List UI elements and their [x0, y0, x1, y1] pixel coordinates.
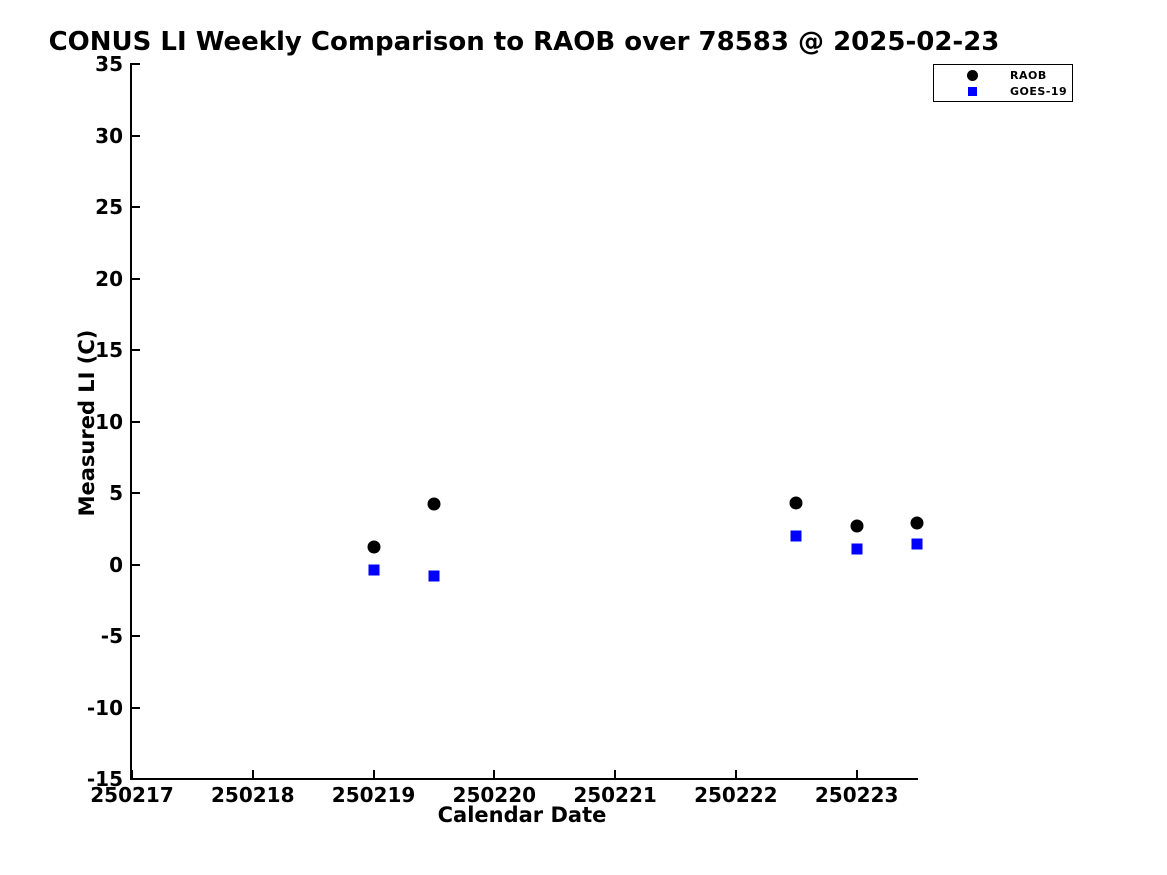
- y-tick-mark: [132, 635, 140, 637]
- y-tick-mark: [132, 349, 140, 351]
- legend-label-raob: RAOB: [1010, 68, 1047, 82]
- x-tick-mark: [251, 770, 254, 778]
- x-tick-mark: [493, 770, 496, 778]
- x-tick-label: 250221: [573, 783, 657, 807]
- x-tick-mark: [734, 770, 737, 778]
- legend-item-goes19: GOES-19: [934, 83, 1072, 99]
- y-tick-mark: [132, 492, 140, 494]
- y-tick-label: 20: [95, 266, 123, 291]
- goes19-data-point: [790, 530, 802, 542]
- y-tick-label: -5: [100, 624, 123, 648]
- legend: RAOB GOES-19: [933, 64, 1073, 102]
- x-tick-mark: [855, 770, 858, 778]
- y-tick-label: 0: [109, 552, 123, 577]
- y-tick-mark: [132, 563, 140, 566]
- goes19-data-point: [911, 538, 923, 550]
- x-tick-label: 250219: [331, 783, 416, 807]
- goes19-data-point: [851, 543, 863, 555]
- raob-data-point: [910, 516, 924, 530]
- legend-label-goes19: GOES-19: [1010, 84, 1068, 98]
- y-tick-mark: [132, 706, 140, 709]
- y-axis-line: [130, 63, 132, 780]
- raob-data-point: [850, 519, 864, 533]
- y-axis-label: Measured LI (C): [75, 329, 99, 517]
- x-tick-mark: [372, 770, 375, 778]
- x-tick-label: 250223: [814, 783, 899, 807]
- raob-marker-cell: [934, 69, 1010, 81]
- y-tick-label: 10: [95, 409, 123, 434]
- y-tick-label: 30: [95, 123, 123, 148]
- y-tick-mark: [132, 206, 140, 208]
- goes19-data-point: [368, 564, 380, 576]
- x-tick-label: 250220: [452, 783, 537, 807]
- raob-data-point: [367, 540, 381, 554]
- chart-title: CONUS LI Weekly Comparison to RAOB over …: [48, 27, 1000, 57]
- goes19-marker-cell: [934, 86, 1010, 96]
- x-axis-label: Calendar Date: [437, 803, 607, 827]
- y-tick-label: 5: [109, 481, 123, 505]
- y-tick-label: 25: [95, 195, 123, 219]
- raob-circle-icon: [966, 69, 978, 81]
- raob-data-point: [427, 497, 441, 511]
- y-tick-mark: [132, 778, 140, 780]
- goes19-square-icon: [967, 86, 977, 96]
- y-tick-mark: [132, 63, 140, 65]
- legend-item-raob: RAOB: [934, 67, 1072, 83]
- x-axis-line: [130, 778, 918, 780]
- y-tick-label: -15: [86, 767, 123, 791]
- x-tick-mark: [131, 770, 133, 778]
- y-tick-mark: [132, 277, 140, 280]
- y-tick-mark: [132, 420, 140, 423]
- y-tick-label: -10: [86, 695, 123, 720]
- y-tick-label: 35: [95, 52, 123, 76]
- raob-data-point: [789, 496, 803, 510]
- x-tick-mark: [614, 770, 617, 778]
- y-tick-mark: [132, 134, 140, 137]
- x-tick-label: 250217: [90, 783, 174, 807]
- x-tick-label: 250222: [694, 783, 778, 807]
- x-tick-label: 250218: [211, 783, 295, 807]
- y-tick-label: 15: [95, 338, 123, 362]
- goes19-data-point: [428, 570, 440, 582]
